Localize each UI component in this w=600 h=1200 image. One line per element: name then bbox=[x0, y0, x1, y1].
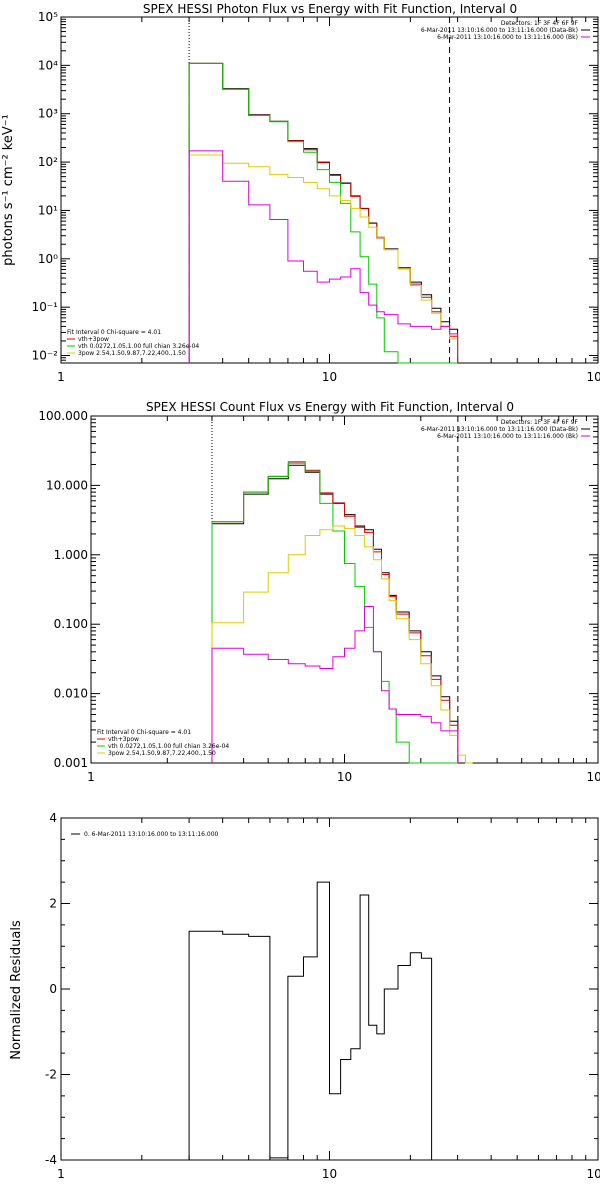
photon-flux-series-4 bbox=[188, 150, 459, 363]
count-flux-y-tick-label: 0.001 bbox=[54, 756, 88, 770]
count-flux-y-tick-label: 100.000 bbox=[38, 409, 88, 423]
count-flux-legend-left-text: vth+3pow bbox=[108, 736, 139, 743]
photon-flux-y-tick-label: 10⁻¹ bbox=[32, 300, 59, 314]
count-flux-series-3 bbox=[211, 525, 473, 764]
residuals-x-tick-label: 10 bbox=[322, 1167, 337, 1181]
photon-flux-y-tick-label: 10⁰ bbox=[38, 252, 58, 266]
count-flux-legend-left-text: vth 0.0272,1.05,1.00 full chian 3.26e-04 bbox=[108, 743, 229, 750]
photon-flux-series-0 bbox=[188, 62, 459, 363]
count-flux-series-0 bbox=[211, 464, 459, 763]
residuals-panel: Normalized Residuals 1 10 100 -4 -2 0 2 4 0. 6-… bbox=[9, 811, 600, 1181]
photon-flux-series-1 bbox=[188, 62, 459, 363]
count-flux-y-tick-label: 1.000 bbox=[54, 548, 88, 562]
count-flux-y-tick-label: 0.100 bbox=[54, 617, 88, 631]
count-flux-legend-right-text: Detectors: 1F 3F 4F 6F 9F bbox=[501, 419, 579, 426]
count-flux-legend-left-text: Fit Interval 0 Chi-square = 4.01 bbox=[97, 729, 191, 736]
photon-flux-y-tick-label: 10² bbox=[38, 155, 58, 169]
photon-flux-series-3 bbox=[188, 154, 459, 363]
photon-flux-panel: SPEX HESSI Photon Flux vs Energy with Fi… bbox=[1, 2, 600, 384]
photon-flux-legend-right-text: Detectors: 1F 3F 4F 6F 9F bbox=[501, 20, 579, 27]
count-flux-legend-right-text: 6-Mar-2011 13:10:16.000 to 13:11:16.000 … bbox=[421, 426, 578, 433]
count-flux-y-tick-label: 0.010 bbox=[54, 687, 88, 701]
photon-flux-title: SPEX HESSI Photon Flux vs Energy with Fi… bbox=[143, 2, 517, 16]
count-flux-x-tick-label: 1 bbox=[87, 770, 95, 784]
residuals-y-tick-label: 4 bbox=[49, 811, 57, 825]
residuals-y-axis-label: Normalized Residuals bbox=[9, 920, 24, 1060]
count-flux-series-1 bbox=[211, 462, 459, 763]
photon-flux-series-2 bbox=[188, 62, 458, 364]
count-flux-plot-frame bbox=[90, 415, 599, 764]
residuals-x-tick-label: 1 bbox=[57, 1167, 65, 1181]
photon-flux-legend-left-text: 3pow 2.54,1.50,9.87,7.22,400.,1.50 bbox=[78, 350, 186, 357]
residuals-y-tick-label: -2 bbox=[45, 1068, 57, 1082]
count-flux-series-2 bbox=[211, 461, 458, 764]
count-flux-title: SPEX HESSI Count Flux vs Energy with Fit… bbox=[146, 400, 514, 414]
count-flux-legend-right-text: 6-Mar-2011 13:10:16.000 to 13:11:16.000 … bbox=[437, 433, 578, 440]
residuals-y-tick-label: -4 bbox=[45, 1153, 57, 1167]
photon-flux-legend-right-text: 6-Mar-2011 13:10:16.000 to 13:11:16.000 … bbox=[421, 27, 578, 34]
photon-flux-x-tick-label: 10 bbox=[322, 370, 337, 384]
count-flux-x-tick-label: 10 bbox=[337, 770, 352, 784]
count-flux-y-tick-label: 10.000 bbox=[46, 478, 88, 492]
count-flux-series-4 bbox=[211, 606, 459, 763]
count-flux-panel: SPEX HESSI Count Flux vs Energy with Fit… bbox=[38, 400, 600, 784]
photon-flux-y-tick-label: 10⁴ bbox=[38, 58, 58, 72]
photon-flux-x-tick-label: 1 bbox=[57, 370, 65, 384]
residuals-legend-label: 0. 6-Mar-2011 13:10:16.000 to 13:11:16.0… bbox=[84, 831, 219, 838]
photon-flux-y-tick-label: 10¹ bbox=[38, 203, 58, 217]
residuals-series-0 bbox=[188, 881, 433, 1160]
photon-flux-y-axis-label: photons s⁻¹ cm⁻² keV⁻¹ bbox=[1, 114, 16, 266]
photon-flux-y-tick-label: 10³ bbox=[38, 107, 58, 121]
photon-flux-legend-left-text: Fit Interval 0 Chi-square = 4.01 bbox=[67, 329, 161, 336]
count-flux-x-tick-label: 100 bbox=[587, 770, 600, 784]
residuals-x-tick-label: 100 bbox=[587, 1167, 600, 1181]
photon-flux-y-tick-label: 10⁻² bbox=[32, 349, 59, 363]
count-flux-legend-left-text: 3pow 2.54,1.50,9.87,7.22,400.,1.50 bbox=[108, 750, 216, 757]
photon-flux-legend-right-text: 6-Mar-2011 13:10:16.000 to 13:11:16.000 … bbox=[437, 34, 578, 41]
photon-flux-legend-left-text: vth+3pow bbox=[78, 336, 109, 343]
photon-flux-x-tick-label: 100 bbox=[587, 370, 600, 384]
residuals-y-tick-label: 0 bbox=[49, 982, 57, 996]
photon-flux-legend-left-text: vth 0.0272,1.05,1.00 full chian 3.26e-04 bbox=[78, 343, 199, 350]
photon-flux-y-tick-label: 10⁵ bbox=[38, 10, 58, 24]
residuals-y-tick-label: 2 bbox=[49, 897, 57, 911]
